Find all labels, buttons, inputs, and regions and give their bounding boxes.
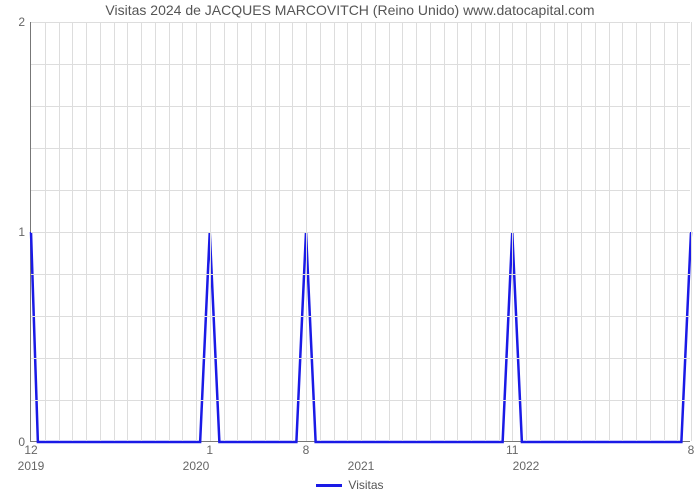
vgrid-line: [292, 22, 293, 441]
x-major-tick-label: 2022: [513, 459, 540, 473]
vgrid-line: [540, 22, 541, 441]
vgrid-line: [664, 22, 665, 441]
vgrid-line: [72, 22, 73, 441]
vgrid-line: [636, 22, 637, 441]
vgrid-line: [155, 22, 156, 441]
vgrid-line: [609, 22, 610, 441]
vgrid-line: [210, 22, 211, 441]
plot-area: 01220192020202120221218118: [30, 22, 690, 442]
vgrid-line: [485, 22, 486, 441]
legend-label: Visitas: [348, 478, 383, 492]
x-major-tick-label: 2019: [18, 459, 45, 473]
x-minor-tick-label: 8: [303, 443, 310, 457]
vgrid-line: [691, 22, 692, 441]
vgrid-line: [402, 22, 403, 441]
y-tick-label: 2: [18, 15, 25, 29]
vgrid-line: [677, 22, 678, 441]
vgrid-line: [182, 22, 183, 441]
vgrid-line: [581, 22, 582, 441]
vgrid-line: [361, 22, 362, 441]
vgrid-line: [554, 22, 555, 441]
vgrid-line: [650, 22, 651, 441]
vgrid-line: [86, 22, 87, 441]
x-major-tick-label: 2020: [183, 459, 210, 473]
vgrid-line: [114, 22, 115, 441]
plot-outer: 01220192020202120221218118: [30, 22, 690, 442]
vgrid-line: [512, 22, 513, 441]
vgrid-line: [389, 22, 390, 441]
vgrid-line: [265, 22, 266, 441]
vgrid-line: [59, 22, 60, 441]
vgrid-line: [127, 22, 128, 441]
vgrid-line: [622, 22, 623, 441]
vgrid-line: [251, 22, 252, 441]
vgrid-line: [141, 22, 142, 441]
legend-swatch: [316, 484, 342, 487]
vgrid-line: [306, 22, 307, 441]
vgrid-line: [196, 22, 197, 441]
vgrid-line: [526, 22, 527, 441]
chart-container: Visitas 2024 de JACQUES MARCOVITCH (Rein…: [0, 0, 700, 500]
y-tick-label: 1: [18, 225, 25, 239]
x-major-tick-label: 2021: [348, 459, 375, 473]
x-minor-tick-label: 8: [688, 443, 695, 457]
vgrid-line: [45, 22, 46, 441]
x-minor-tick-label: 12: [24, 443, 37, 457]
chart-title: Visitas 2024 de JACQUES MARCOVITCH (Rein…: [0, 2, 700, 18]
vgrid-line: [444, 22, 445, 441]
vgrid-line: [430, 22, 431, 441]
vgrid-line: [279, 22, 280, 441]
vgrid-line: [595, 22, 596, 441]
vgrid-line: [224, 22, 225, 441]
vgrid-line: [237, 22, 238, 441]
vgrid-line: [567, 22, 568, 441]
x-minor-tick-label: 11: [506, 443, 518, 457]
vgrid-line: [375, 22, 376, 441]
vgrid-line: [334, 22, 335, 441]
vgrid-line: [320, 22, 321, 441]
legend: Visitas: [0, 478, 700, 492]
vgrid-line: [169, 22, 170, 441]
x-minor-tick-label: 1: [206, 443, 213, 457]
vgrid-line: [499, 22, 500, 441]
vgrid-line: [471, 22, 472, 441]
vgrid-line: [416, 22, 417, 441]
vgrid-line: [347, 22, 348, 441]
vgrid-line: [100, 22, 101, 441]
vgrid-line: [457, 22, 458, 441]
